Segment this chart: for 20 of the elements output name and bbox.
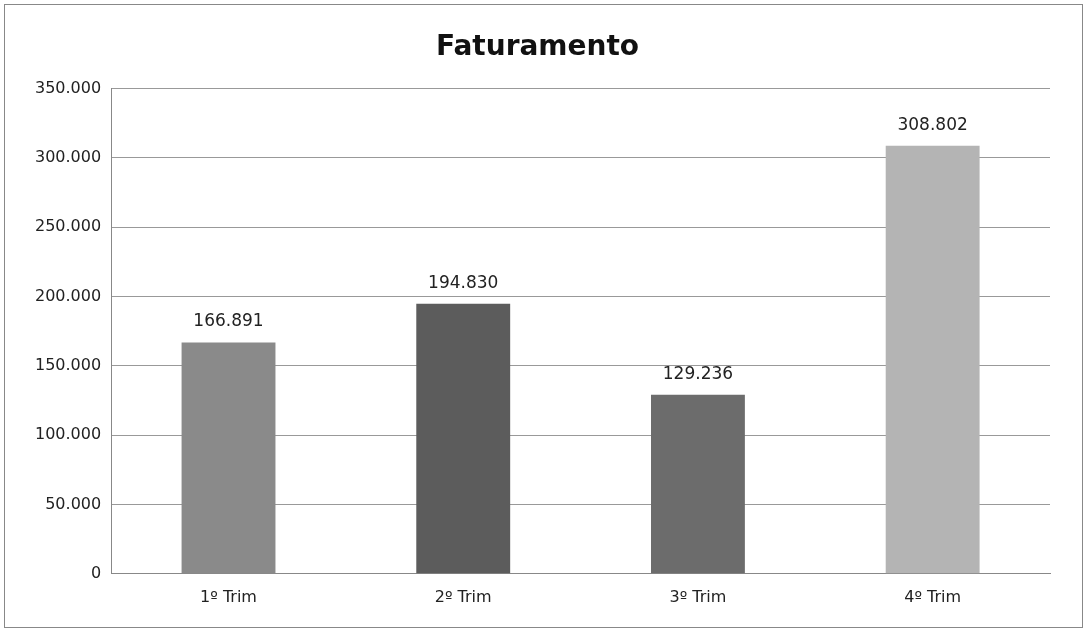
bar xyxy=(651,394,745,574)
x-tick-label: 3º Trim xyxy=(669,586,727,606)
y-tick-label: 350.000 xyxy=(34,77,102,97)
data-label: 194.830 xyxy=(428,271,499,292)
x-tick-label: 1º Trim xyxy=(200,586,257,606)
y-tick-label: 300.000 xyxy=(34,147,102,167)
bar xyxy=(885,145,980,574)
y-tick-label: 250.000 xyxy=(34,216,102,236)
x-tick-label: 2º Trim xyxy=(434,586,492,606)
y-tick-label: 150.000 xyxy=(34,355,102,375)
y-tick-label: 50.000 xyxy=(45,493,102,513)
chart-title: Faturamento xyxy=(435,29,640,63)
y-tick-label: 0 xyxy=(90,562,102,582)
bar xyxy=(416,303,511,574)
data-label: 129.236 xyxy=(662,362,734,383)
y-tick-label: 200.000 xyxy=(34,285,102,305)
x-tick-label: 4º Trim xyxy=(904,586,962,606)
y-tick-label: 100.000 xyxy=(34,424,102,444)
data-label: 308.802 xyxy=(897,113,968,134)
data-label: 166.891 xyxy=(193,310,264,331)
